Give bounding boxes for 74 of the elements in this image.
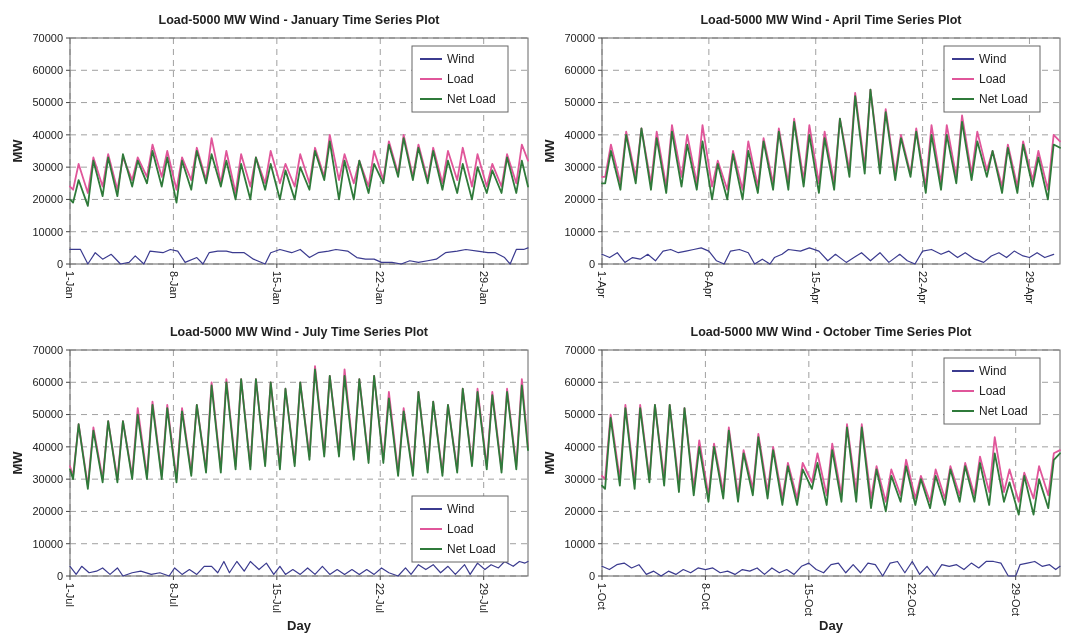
y-tick-label: 60000 <box>564 64 595 77</box>
chart-title: Load-5000 MW Wind - January Time Series Plot <box>158 13 441 27</box>
y-tick-label: 60000 <box>32 376 63 389</box>
x-tick-label: 22-Apr <box>916 271 929 305</box>
y-tick-label: 30000 <box>32 160 63 173</box>
y-axis-title: MW <box>542 450 557 475</box>
y-tick-label: 20000 <box>564 505 595 518</box>
y-tick-label: 30000 <box>564 472 595 485</box>
y-tick-label: 10000 <box>32 537 63 550</box>
y-tick-label: 10000 <box>32 225 63 238</box>
chart-title: Load-5000 MW Wind - October Time Series Plot <box>690 325 973 339</box>
legend-label: Wind <box>447 52 475 67</box>
legend-label: Net Load <box>979 92 1028 107</box>
y-tick-label: 20000 <box>32 193 63 206</box>
x-tick-label: 1-Jul <box>64 583 77 607</box>
y-axis-title: MW <box>10 450 25 475</box>
legend-label: Load <box>979 72 1006 87</box>
y-tick-label: 10000 <box>564 225 595 238</box>
y-tick-label: 60000 <box>564 376 595 389</box>
x-tick-label: 29-Jul <box>477 583 490 613</box>
x-axis-title: Day <box>287 618 312 633</box>
x-tick-label: 8-Apr <box>703 271 716 299</box>
y-axis-title: MW <box>10 138 25 163</box>
x-tick-label: 15-Jul <box>270 583 283 613</box>
chart-title: Load-5000 MW Wind - April Time Series Plot <box>700 13 963 27</box>
y-tick-label: 40000 <box>32 128 63 141</box>
y-tick-label: 70000 <box>32 31 63 44</box>
y-tick-label: 40000 <box>564 440 595 453</box>
x-tick-label: 8-Oct <box>699 583 712 610</box>
y-tick-label: 20000 <box>32 505 63 518</box>
y-tick-label: 50000 <box>32 408 63 421</box>
x-tick-label: 29-Jan <box>477 271 490 305</box>
y-tick-label: 10000 <box>564 537 595 550</box>
x-tick-label: 15-Jan <box>270 271 283 305</box>
x-tick-label: 1-Oct <box>596 583 609 610</box>
x-tick-label: 22-Oct <box>906 583 919 617</box>
y-axis-title: MW <box>542 138 557 163</box>
x-axis-title: Day <box>819 618 844 633</box>
legend-label: Wind <box>447 502 475 517</box>
y-tick-label: 70000 <box>564 343 595 356</box>
y-tick-label: 0 <box>56 257 63 270</box>
y-tick-label: 40000 <box>32 440 63 453</box>
y-tick-label: 30000 <box>32 472 63 485</box>
legend-label: Wind <box>979 52 1007 67</box>
x-tick-label: 8-Jan <box>167 271 180 299</box>
legend-label: Wind <box>979 364 1007 379</box>
y-tick-label: 20000 <box>564 193 595 206</box>
y-tick-label: 70000 <box>32 343 63 356</box>
y-tick-label: 60000 <box>32 64 63 77</box>
x-tick-label: 22-Jul <box>374 583 387 613</box>
legend-label: Net Load <box>447 92 496 107</box>
y-tick-label: 50000 <box>564 408 595 421</box>
x-tick-label: 15-Apr <box>809 271 822 305</box>
y-tick-label: 0 <box>588 257 595 270</box>
y-tick-label: 30000 <box>564 160 595 173</box>
y-tick-label: 0 <box>588 569 595 582</box>
x-tick-label: 8-Jul <box>167 583 180 607</box>
y-tick-label: 50000 <box>32 96 63 109</box>
x-tick-label: 22-Jan <box>374 271 387 305</box>
x-tick-label: 1-Jan <box>64 271 77 299</box>
x-tick-label: 1-Apr <box>596 271 609 299</box>
chart-title: Load-5000 MW Wind - July Time Series Plot <box>169 325 429 339</box>
y-tick-label: 50000 <box>564 96 595 109</box>
legend-label: Net Load <box>979 404 1028 419</box>
x-tick-label: 29-Apr <box>1023 271 1036 305</box>
legend-label: Net Load <box>447 542 496 557</box>
legend-label: Load <box>447 72 474 87</box>
y-tick-label: 70000 <box>564 31 595 44</box>
x-tick-label: 29-Oct <box>1009 583 1022 617</box>
x-tick-label: 15-Oct <box>802 583 815 617</box>
y-tick-label: 0 <box>56 569 63 582</box>
legend-label: Load <box>979 384 1006 399</box>
y-tick-label: 40000 <box>564 128 595 141</box>
legend-label: Load <box>447 522 474 537</box>
